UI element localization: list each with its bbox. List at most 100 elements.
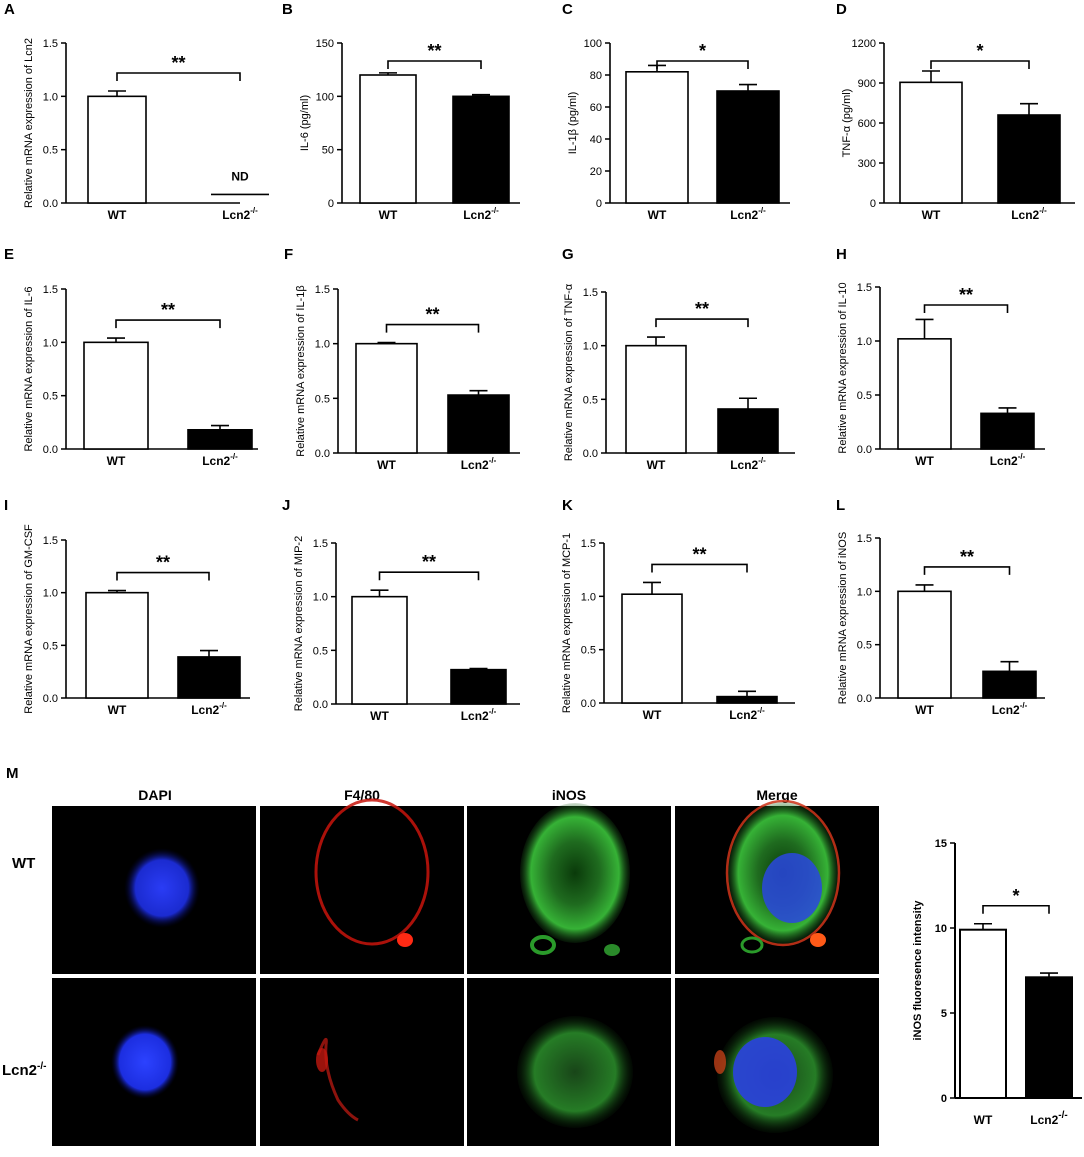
image-wt-f480: [260, 798, 464, 974]
bar-wt: [625, 71, 689, 204]
significance-bracket: [116, 571, 210, 581]
bar-lcn2: [177, 656, 241, 699]
y-tick-label: 0: [870, 198, 876, 210]
microscopy-panel: M DAPI F4/80 iNOS Merge WT Lcn2-/-: [2, 765, 879, 1146]
y-axis-label: iNOS fluoresence intensity: [912, 900, 924, 1041]
significance-bracket: [378, 571, 480, 581]
y-tick-label: 1.5: [857, 533, 872, 545]
significance-label: **: [161, 300, 175, 320]
y-tick-label: 0.5: [583, 394, 598, 406]
x-category-label: WT: [915, 703, 934, 717]
panel-letter-j: J: [282, 497, 290, 514]
significance-bracket: [651, 563, 748, 573]
bar-wt: [85, 591, 149, 699]
y-tick-label: 1.0: [313, 592, 328, 604]
x-category-label: Lcn2-/-: [730, 206, 766, 222]
y-tick-label: 100: [316, 91, 334, 103]
y-tick-label: 0.0: [581, 698, 596, 710]
y-tick-label: 0: [328, 198, 334, 210]
y-tick-label: 0: [596, 198, 602, 210]
panel-letter-g: G: [562, 246, 574, 263]
significance-bracket: [385, 323, 480, 333]
significance-bracket: [923, 566, 1011, 575]
x-category-label: WT: [643, 708, 662, 722]
y-tick-label: 0.5: [581, 645, 596, 657]
y-tick-label: 0.5: [43, 391, 58, 403]
image-lcn2-f480: [260, 978, 464, 1146]
significance-label: **: [171, 53, 185, 73]
y-tick-label: 1.0: [315, 339, 330, 351]
panel-letter-m: M: [6, 765, 19, 782]
significance-label: **: [959, 285, 973, 305]
bar-lcn2: [980, 412, 1035, 450]
column-header-merge: Merge: [756, 787, 797, 803]
chart-panel-b: B 0 50 100 150 IL-6 (pg/ml) WT Lcn2-/- **: [282, 1, 520, 222]
y-axis-label: IL-1β (pg/ml): [567, 92, 579, 155]
column-header-dapi: DAPI: [138, 787, 171, 803]
y-tick-label: 0.0: [857, 444, 872, 456]
x-category-label: WT: [370, 709, 389, 723]
x-category-label: Lcn2-/-: [729, 706, 765, 722]
x-category-label: Lcn2-/-: [222, 206, 258, 222]
bar-wt: [87, 95, 147, 204]
x-category-label: Lcn2-/-: [992, 701, 1028, 717]
significance-bracket: [115, 319, 221, 329]
y-axis-label: Relative mRNA expression of MCP-1: [561, 533, 573, 713]
x-category-label: Lcn2-/-: [463, 206, 499, 222]
y-tick-label: 1.5: [43, 284, 58, 296]
significance-label: **: [692, 544, 706, 564]
y-axis-label: Relative mRNA expression of IL-6: [23, 286, 35, 451]
y-tick-label: 80: [590, 70, 602, 82]
y-tick-label: 0.0: [43, 693, 58, 705]
y-tick-label: 1.0: [43, 337, 58, 349]
y-tick-label: 300: [858, 158, 876, 170]
bar-wt: [83, 341, 149, 450]
row-label-lcn2: Lcn2-/-: [2, 1061, 46, 1079]
panel-letter-e: E: [4, 246, 14, 263]
y-tick-label: 1.5: [583, 287, 598, 299]
y-tick-label: 900: [858, 78, 876, 90]
y-tick-label: 0.0: [313, 699, 328, 711]
y-axis-label: Relative mRNA expression of Lcn2: [23, 38, 35, 208]
significance-label: *: [1012, 886, 1019, 906]
y-tick-label: 1.0: [857, 586, 872, 598]
y-axis-label: IL-6 (pg/ml): [299, 95, 311, 151]
image-wt-merge: [675, 799, 879, 974]
panel-letter-l: L: [836, 497, 845, 514]
panel-letter-i: I: [4, 497, 8, 514]
bar-wt: [359, 74, 417, 204]
bar-wt: [355, 342, 418, 454]
image-lcn2-merge: [675, 978, 879, 1146]
x-category-label: Lcn2-/-: [191, 701, 227, 717]
bar-wt: [959, 928, 1007, 1100]
y-tick-label: 20: [590, 166, 602, 178]
bar-wt: [897, 338, 952, 450]
significance-label: **: [425, 305, 439, 325]
y-tick-label: 1.5: [315, 284, 330, 296]
significance-label: **: [960, 547, 974, 567]
y-tick-label: 60: [590, 102, 602, 114]
panel-letter-d: D: [836, 1, 847, 18]
chart-panel-f: F 0.0 0.5 1.0 1.5 Relative mRNA expression of…: [284, 246, 520, 472]
y-tick-label: 0.0: [315, 448, 330, 460]
image-wt-dapi: [52, 806, 256, 974]
chart-panel-d: D 0 300 600 900 1200 TNF-α (pg/ml) WT Lcn2-/- *: [836, 1, 1075, 222]
y-tick-label: 1.0: [43, 588, 58, 600]
y-axis-label: Relative mRNA expression of MIP-2: [293, 536, 305, 711]
y-tick-label: 1.5: [43, 535, 58, 547]
significance-bracket: [387, 60, 482, 69]
chart-panel-e: E 0.0 0.5 1.0 1.5 Relative mRNA expression of…: [4, 246, 258, 468]
chart-panel-m: 0 5 10 15 iNOS fluoresence intensity WT Lcn2-/…: [912, 838, 1082, 1127]
bar-lcn2: [447, 394, 510, 454]
significance-bracket: [923, 304, 1009, 313]
significance-bracket: [930, 60, 1030, 69]
y-tick-label: 0.5: [43, 145, 58, 157]
image-wt-inos: [467, 803, 671, 974]
x-category-label: WT: [974, 1113, 993, 1127]
y-tick-label: 150: [316, 38, 334, 50]
x-category-label: Lcn2-/-: [461, 456, 497, 472]
y-tick-label: 10: [935, 923, 947, 935]
bar-lcn2: [716, 695, 778, 704]
y-tick-label: 1.0: [857, 336, 872, 348]
panel-letter-f: F: [284, 246, 293, 263]
